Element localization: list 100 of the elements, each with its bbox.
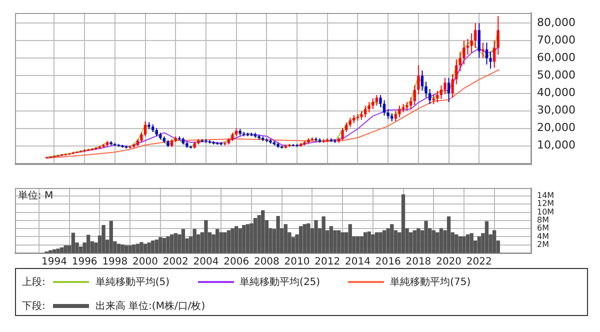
bar [276, 216, 280, 253]
bar [432, 230, 436, 253]
bar [102, 224, 106, 253]
bar [116, 244, 121, 253]
bar [348, 224, 352, 253]
bar [124, 245, 128, 253]
bar [128, 245, 132, 253]
candlestick [436, 90, 439, 103]
bar [71, 232, 76, 253]
bar [162, 238, 166, 253]
bar [340, 232, 344, 253]
bar [462, 236, 466, 253]
bar [86, 234, 90, 253]
candlestick [375, 94, 378, 106]
x-tick-label: 2000 [132, 256, 158, 268]
candlestick [428, 88, 432, 105]
legend-label: 出来高 単位:(M株/口/枚) [95, 300, 206, 313]
bar [170, 234, 174, 253]
bar [386, 228, 390, 253]
bar [192, 229, 196, 253]
candlestick [341, 128, 344, 141]
candlestick [489, 51, 492, 70]
y-tick-label: 12M [537, 199, 554, 208]
bar [446, 216, 451, 253]
candlestick [496, 16, 500, 56]
bar [223, 232, 227, 253]
bar [356, 236, 360, 253]
candlestick [493, 40, 496, 68]
y-tick-label: 60,000 [537, 51, 576, 64]
bar [140, 242, 144, 253]
candlestick [398, 105, 401, 118]
bar [158, 237, 162, 253]
candlestick [345, 122, 348, 133]
x-tick-label: 2002 [162, 256, 188, 268]
x-tick-label: 2016 [375, 256, 401, 268]
bar [132, 244, 136, 253]
bar [166, 236, 170, 253]
x-tick-label: 2004 [193, 256, 219, 268]
x-tick-label: 2022 [466, 256, 492, 268]
bar [226, 230, 231, 253]
legend-label: 単純移動平均(75) [390, 276, 471, 289]
y-tick-label: 4M [537, 232, 550, 241]
x-tick-label: 2008 [254, 256, 280, 268]
x-tick-label: 2020 [436, 256, 462, 268]
bar [120, 244, 124, 253]
x-tick-label: 2010 [284, 256, 310, 268]
candlestick [140, 132, 143, 143]
bar [64, 245, 68, 253]
candlestick [458, 51, 462, 72]
candlestick [420, 70, 424, 92]
bar [416, 228, 420, 253]
bar [298, 226, 303, 253]
candlestick [440, 84, 443, 100]
bar [458, 236, 462, 253]
candlestick [144, 120, 147, 137]
legend-label: 単純移動平均(5) [95, 276, 170, 289]
bar [56, 248, 60, 253]
y-tick-label: 20,000 [537, 121, 576, 134]
candlestick [462, 40, 466, 66]
candlestick [470, 32, 473, 54]
candlestick [447, 77, 450, 103]
legend-label: 単純移動平均(25) [240, 276, 320, 289]
bar [401, 194, 406, 253]
bar [439, 228, 444, 253]
candlestick [485, 42, 488, 66]
x-tick-label: 2014 [345, 256, 370, 268]
y-tick-label: 80,000 [537, 16, 576, 29]
y-tick-label: 10,000 [537, 138, 576, 152]
bar [436, 232, 440, 253]
candlestick [432, 94, 435, 105]
bar [367, 231, 371, 253]
y-tick-label: 50,000 [537, 68, 576, 82]
bar [60, 247, 64, 253]
bar [181, 229, 186, 253]
bar [48, 250, 52, 253]
y-tick-label: 6M [537, 224, 550, 233]
bar [466, 234, 470, 253]
bar [147, 242, 151, 253]
candlestick [451, 74, 454, 98]
bar [314, 220, 318, 253]
y-tick-label: 70,000 [537, 34, 576, 47]
bar [253, 218, 258, 253]
bar [374, 232, 379, 253]
bar [333, 230, 337, 253]
bar [234, 226, 238, 253]
bar [336, 230, 341, 253]
bar [284, 224, 288, 253]
candlestick [386, 109, 390, 120]
bar [484, 221, 489, 253]
bar [454, 234, 458, 253]
bar [136, 244, 140, 253]
bar [151, 240, 155, 253]
bar [246, 224, 250, 253]
candlestick [417, 64, 420, 95]
bar [382, 230, 386, 253]
bar [390, 224, 394, 253]
candlestick [410, 96, 412, 110]
bar [109, 220, 113, 253]
x-tick-label: 2018 [406, 256, 432, 268]
bar [363, 232, 368, 253]
